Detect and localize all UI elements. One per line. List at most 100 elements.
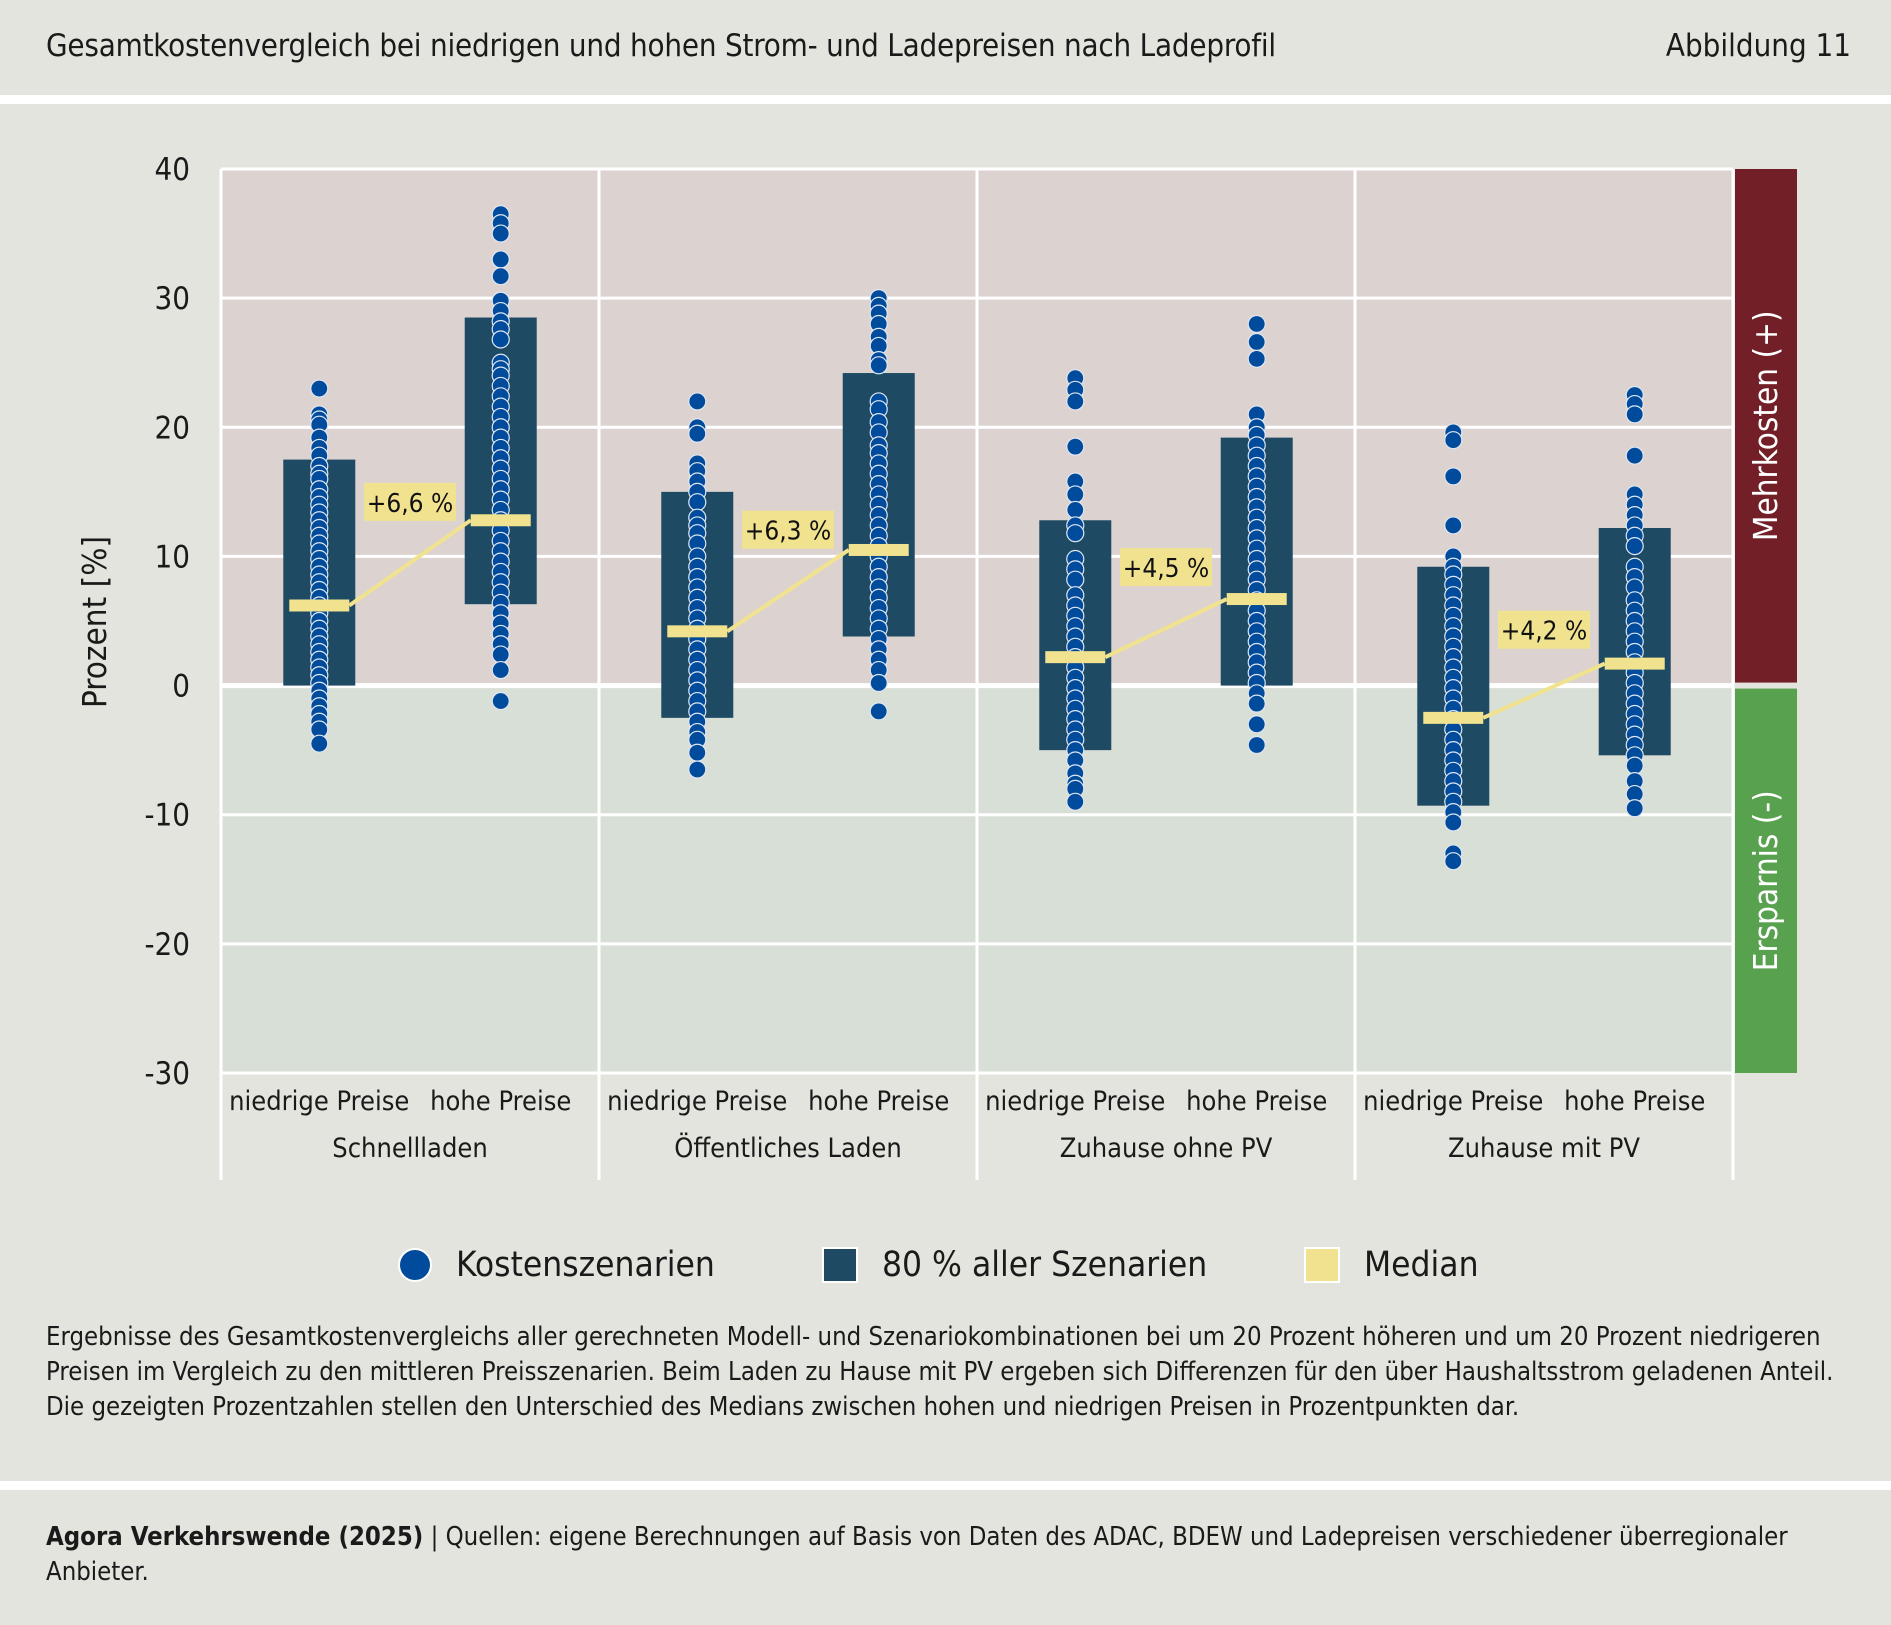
header-panel: Gesamtkostenvergleich bei niedrigen und …: [0, 0, 1891, 95]
legend-item-range: 80 % aller Szenarien: [822, 1245, 1207, 1285]
y-tick-label: 10: [155, 539, 190, 575]
scenario-dot: [1066, 524, 1085, 543]
ersparnis-bar: [1735, 688, 1797, 1073]
median-connector: [1104, 597, 1228, 659]
median-connector: [1482, 661, 1606, 720]
x-tick-label: hohe Preise: [1564, 1086, 1705, 1117]
median-marker: [1423, 711, 1484, 724]
difference-label: +6,6 %: [367, 489, 453, 519]
figure-number: Abbildung 11: [1665, 28, 1851, 64]
ersparnis-label: Ersparnis (-): [1746, 790, 1785, 971]
scenario-dot: [1625, 536, 1644, 556]
x-tick-label: niedrige Preise: [985, 1086, 1165, 1117]
scenario-dot: [491, 250, 510, 269]
scenario-dot: [1444, 852, 1463, 871]
difference-label-bg: [742, 510, 834, 549]
scenario-dot: [491, 660, 510, 680]
median-marker: [289, 599, 350, 612]
scenario-dot: [310, 734, 329, 753]
source-text: | Quellen: eigene Berechnungen auf Basis…: [46, 1522, 1788, 1587]
y-tick-label: 40: [155, 152, 190, 188]
legend-label: Median: [1364, 1245, 1479, 1285]
median-marker: [667, 625, 728, 638]
difference-label: +6,3 %: [745, 517, 831, 547]
x-tick-label: niedrige Preise: [229, 1086, 409, 1117]
median-marker: [848, 543, 909, 556]
chart-title: Gesamtkostenvergleich bei niedrigen und …: [46, 28, 1276, 64]
legend-label: 80 % aller Szenarien: [882, 1245, 1208, 1285]
scenario-dot: [688, 392, 707, 411]
mehrkosten-bar: [1735, 169, 1797, 683]
y-tick-label: -20: [144, 927, 190, 963]
legend-label: Kostenszenarien: [456, 1245, 715, 1285]
scenario-dot: [1625, 799, 1644, 818]
x-tick-label: niedrige Preise: [1363, 1086, 1543, 1117]
scenario-dot: [1444, 467, 1463, 486]
scenario-dot: [491, 267, 510, 286]
difference-label-bg: [1120, 548, 1212, 587]
y-tick-label: 30: [155, 281, 190, 317]
x-tick-label: niedrige Preise: [607, 1086, 787, 1117]
scenario-dot: [869, 673, 888, 693]
y-tick-label: 0: [172, 669, 190, 705]
scenario-dot: [1247, 332, 1266, 352]
legend-item-scenarios: Kostenszenarien: [398, 1245, 715, 1285]
scenario-dot-icon: [398, 1248, 432, 1282]
figure-note: Ergebnisse des Gesamtkostenvergleichs al…: [46, 1322, 1834, 1422]
median-swatch-icon: [1304, 1247, 1340, 1283]
scenario-dot: [1247, 715, 1266, 734]
scenario-dot: [1247, 349, 1266, 368]
source-line: Agora Verkehrswende (2025) | Quellen: ei…: [46, 1520, 1846, 1590]
scenario-dot: [688, 424, 707, 443]
group-label: Zuhause ohne PV: [1060, 1133, 1273, 1164]
scenario-dot: [869, 356, 888, 375]
group-label: Öffentliches Laden: [674, 1132, 901, 1164]
range-box-icon: [822, 1247, 858, 1283]
scenario-dot: [869, 702, 888, 721]
median-marker: [470, 514, 531, 527]
scenario-dot: [1066, 500, 1085, 520]
scenario-dot: [1247, 314, 1266, 334]
legend-item-median: Median: [1304, 1245, 1479, 1285]
chart: 40 30 20 10 0 -10 -20 -30 +6,6 % +6,3 % +4,5 % +4,…: [75, 152, 1797, 1180]
scenario-dot: [688, 743, 707, 762]
y-tick-label: -10: [144, 798, 190, 834]
scenario-dot: [1066, 485, 1085, 504]
median-marker: [1045, 651, 1106, 664]
x-tick-label: hohe Preise: [1186, 1086, 1327, 1117]
difference-label: +4,2 %: [1501, 617, 1587, 647]
median-connector: [348, 518, 472, 608]
scenario-dot: [1066, 570, 1085, 589]
scenario-dot: [1247, 735, 1266, 755]
scenario-dot: [491, 691, 510, 711]
scenario-dot: [1444, 813, 1463, 832]
group-label: Zuhause mit PV: [1448, 1133, 1640, 1164]
y-tick-label: 20: [155, 410, 190, 446]
x-tick-label: hohe Preise: [808, 1086, 949, 1117]
scenario-dot: [1625, 405, 1644, 424]
footer-panel: [0, 1490, 1891, 1625]
scenario-dot: [688, 760, 707, 779]
scenario-dot: [1247, 694, 1266, 713]
median-connector: [726, 548, 850, 633]
difference-label-bg: [1498, 610, 1590, 649]
scenario-dot: [1625, 756, 1644, 775]
scenario-dot: [688, 493, 707, 512]
scenario-dot: [491, 330, 510, 349]
y-tick-label: -30: [144, 1056, 190, 1092]
median-marker: [1604, 657, 1665, 670]
x-tick-label: hohe Preise: [430, 1086, 571, 1117]
group-label: Schnellladen: [332, 1133, 487, 1164]
y-axis-label: Prozent [%]: [75, 536, 114, 708]
scenario-dot: [310, 379, 329, 398]
scenario-dot: [491, 645, 510, 664]
scenario-dot: [1066, 437, 1085, 456]
median-marker: [1226, 593, 1287, 606]
legend: Kostenszenarien 80 % aller Szenarien Med…: [0, 1245, 1891, 1295]
scenario-dot: [1066, 392, 1085, 411]
scenario-dot: [1444, 431, 1463, 450]
scenario-dot: [491, 224, 510, 243]
scenario-dot: [1066, 792, 1085, 811]
mehrkosten-label: Mehrkosten (+): [1746, 310, 1785, 541]
scenario-dot: [1625, 446, 1644, 465]
